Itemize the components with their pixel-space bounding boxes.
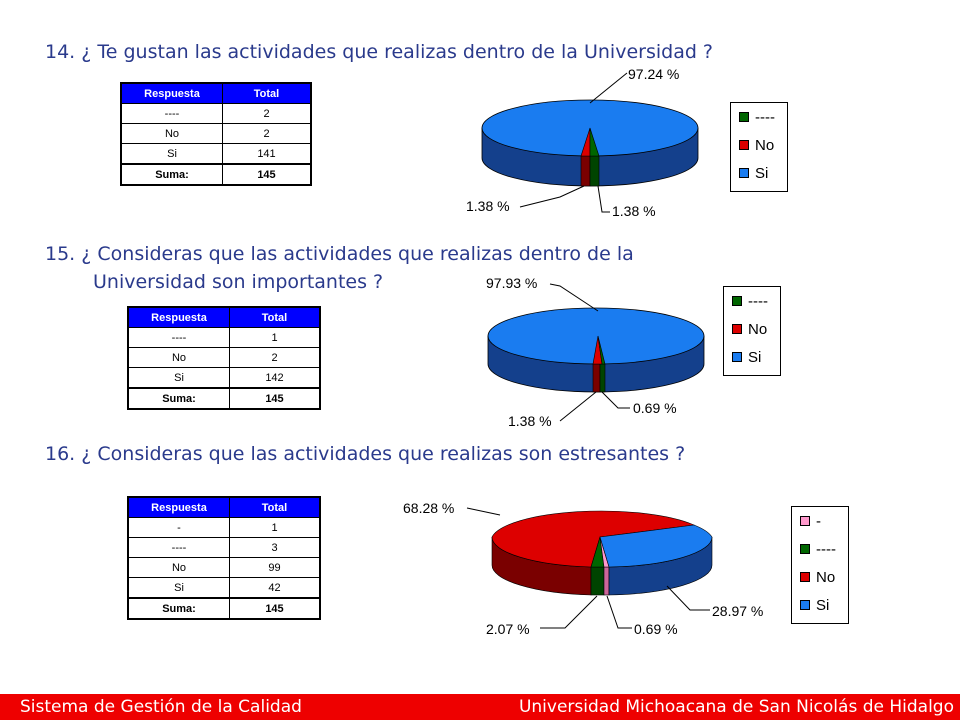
table-row: No 2	[120, 123, 312, 144]
legend-swatch-icon	[732, 296, 742, 306]
q15-results-table: Respuesta Total ---- 1 No 2 Si 142 Suma: 145	[127, 306, 321, 410]
legend-label: -	[816, 512, 821, 530]
q14-results-table: Respuesta Total ---- 2 No 2 Si 141 Suma: 145	[120, 82, 312, 186]
table-header-total: Total	[222, 82, 312, 104]
footer-bar: Sistema de Gestión de la Calidad Univers…	[0, 694, 960, 720]
legend-swatch-icon	[800, 544, 810, 554]
q14-label-no: 1.38 %	[466, 198, 510, 214]
legend-item: ----	[800, 539, 836, 559]
legend-label: Si	[755, 164, 769, 182]
q15-label-no: 1.38 %	[508, 413, 552, 429]
table-cell: Suma:	[120, 163, 223, 186]
table-cell: 2	[222, 123, 312, 144]
legend-label: Si	[816, 596, 830, 614]
q15-pie-chart	[487, 307, 705, 393]
q14-label-dash: 1.38 %	[612, 203, 656, 219]
legend-label: No	[816, 568, 836, 586]
legend-swatch-icon	[800, 600, 810, 610]
table-cell: 145	[229, 597, 321, 620]
table-cell: 141	[222, 143, 312, 165]
q16-label-si: 28.97 %	[712, 603, 764, 619]
table-cell: 2	[229, 347, 321, 368]
legend-item: ----	[732, 291, 768, 311]
table-row: Si 141	[120, 143, 312, 165]
footer-right-text: Universidad Michoacana de San Nicolás de…	[518, 697, 954, 717]
q15-label-si: 97.93 %	[486, 275, 538, 291]
table-cell: 99	[229, 557, 321, 578]
legend-label: No	[755, 136, 775, 154]
legend-swatch-icon	[739, 168, 749, 178]
pie-slice-si-top	[599, 524, 713, 568]
legend-item: No	[800, 567, 835, 587]
leader-line	[606, 595, 632, 629]
leader-line	[466, 507, 501, 516]
q16-label-minus: 0.69 %	[634, 621, 678, 637]
q14-legend: ---- No Si	[730, 102, 788, 192]
question-14-title: 14. ¿ Te gustan las actividades que real…	[45, 41, 714, 63]
table-row: No 99	[127, 557, 321, 578]
q14-pie-chart	[481, 99, 699, 187]
table-header-respuesta: Respuesta	[127, 306, 230, 328]
question-16-title: 16. ¿ Consideras que las actividades que…	[45, 443, 686, 465]
table-cell: 145	[222, 163, 312, 186]
table-row: No 2	[127, 347, 321, 368]
legend-swatch-icon	[800, 516, 810, 526]
legend-item: -	[800, 511, 821, 531]
leader-line	[519, 185, 585, 208]
table-cell: No	[127, 557, 230, 578]
q15-label-dash: 0.69 %	[633, 400, 677, 416]
legend-swatch-icon	[800, 572, 810, 582]
legend-swatch-icon	[732, 352, 742, 362]
leader-line	[597, 185, 610, 213]
legend-label: Si	[748, 348, 762, 366]
leader-line	[601, 391, 630, 409]
q16-label-dash: 2.07 %	[486, 621, 530, 637]
table-cell: No	[120, 123, 223, 144]
q16-pie-chart	[491, 510, 713, 596]
table-sum-row: Suma: 145	[127, 597, 321, 620]
legend-label: ----	[755, 108, 775, 126]
legend-label: ----	[816, 540, 836, 558]
leader-line	[540, 595, 598, 629]
pie-slice-dash-top	[589, 127, 600, 157]
pie-slice-no-top	[491, 510, 696, 568]
q15-legend: ---- No Si	[723, 286, 781, 376]
question-15-title: 15. ¿ Consideras que las actividades que…	[45, 240, 634, 296]
table-cell: 145	[229, 387, 321, 410]
leader-line	[589, 72, 628, 104]
leader-line	[549, 283, 599, 312]
leader-line	[559, 391, 597, 422]
legend-swatch-icon	[739, 112, 749, 122]
table-row: -1	[127, 517, 321, 538]
legend-label: No	[748, 320, 768, 338]
legend-swatch-icon	[739, 140, 749, 150]
table-header-total: Total	[229, 496, 321, 518]
table-row: ---- 1	[127, 327, 321, 348]
table-cell: Suma:	[127, 387, 230, 410]
pie-slice-dash-top	[597, 335, 606, 365]
legend-swatch-icon	[732, 324, 742, 334]
legend-item: Si	[800, 595, 829, 615]
leader-line	[666, 585, 710, 611]
question-15-title-line2: Universidad son importantes ?	[93, 271, 384, 293]
q16-legend: - ---- No Si	[791, 506, 849, 624]
legend-item: Si	[732, 347, 761, 367]
q16-label-no: 68.28 %	[403, 500, 455, 516]
table-row: ---- 3	[127, 537, 321, 558]
q16-results-table: Respuesta Total -1 ---- 3 No 99 Si 42 Suma: 1…	[127, 496, 321, 620]
legend-item: Si	[739, 163, 768, 183]
table-cell: No	[127, 347, 230, 368]
legend-item: ----	[739, 107, 775, 127]
footer-left-text: Sistema de Gestión de la Calidad	[20, 697, 302, 717]
legend-label: ----	[748, 292, 768, 310]
table-sum-row: Suma: 145	[127, 387, 321, 410]
table-header-respuesta: Respuesta	[127, 496, 230, 518]
legend-item: No	[739, 135, 774, 155]
legend-item: No	[732, 319, 767, 339]
q14-label-si: 97.24 %	[628, 66, 680, 82]
table-cell: Suma:	[127, 597, 230, 620]
question-15-title-line1: 15. ¿ Consideras que las actividades que…	[45, 243, 634, 265]
table-sum-row: Suma: 145	[120, 163, 312, 186]
